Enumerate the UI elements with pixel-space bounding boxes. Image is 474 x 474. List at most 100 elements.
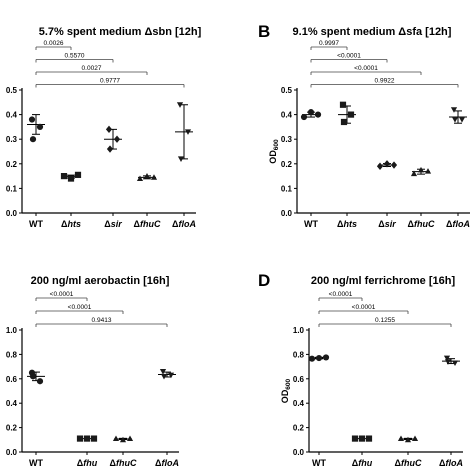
- p-value-label: <0.0001: [50, 291, 74, 298]
- x-category-label: WT: [29, 458, 43, 468]
- comparison-bracket: <0.0001: [35, 291, 88, 301]
- x-category-label: Δfhu: [352, 458, 373, 468]
- data-point: [36, 378, 44, 385]
- comparison-bracket: 0.9413: [35, 317, 168, 327]
- data-point: [383, 160, 391, 168]
- data-point: [397, 435, 405, 442]
- panel-letter: B: [258, 22, 270, 41]
- y-tick-label: 1.0: [6, 326, 18, 335]
- data-point: [36, 123, 44, 130]
- p-value-label: 0.9997: [319, 40, 339, 47]
- comparison-bracket: 0.9997: [310, 40, 348, 50]
- data-point: [105, 125, 113, 134]
- p-value-label: <0.0001: [352, 304, 376, 311]
- y-tick-label: 0.3: [6, 135, 18, 144]
- x-category-label: ΔfhuC: [134, 219, 161, 229]
- p-value-label: <0.0001: [337, 53, 361, 60]
- category-group: [158, 369, 176, 380]
- data-point: [451, 117, 459, 123]
- y-tick-label: 0.8: [293, 350, 305, 359]
- data-point: [417, 166, 425, 173]
- y-tick-label: 0.1: [6, 184, 18, 193]
- data-point: [351, 435, 359, 442]
- data-point: [365, 435, 373, 442]
- data-point: [339, 101, 347, 108]
- x-category-label: ΔfloA: [446, 219, 470, 229]
- data-point: [29, 373, 37, 380]
- category-group: [410, 166, 432, 177]
- category-group: [104, 125, 122, 153]
- x-category-label: ΔfloA: [439, 458, 463, 468]
- p-value-label: 0.0027: [82, 65, 102, 72]
- category-group: [27, 369, 45, 385]
- comparison-bracket: 0.0027: [35, 65, 148, 75]
- p-value-label: 0.9777: [100, 78, 120, 85]
- chart-panel-1: 5.7% spent medium Δsbn [12h] 0.0 0.1 0.2 0.3…: [6, 26, 202, 229]
- data-point: [119, 436, 127, 443]
- data-point: [28, 116, 36, 123]
- data-point: [307, 109, 315, 116]
- data-point: [112, 435, 120, 442]
- data-point: [60, 173, 68, 180]
- category-group: [112, 435, 134, 443]
- chart-title: 200 ng/ml ferrichrome [16h]: [311, 275, 456, 287]
- y-tick-label: 0.4: [6, 399, 18, 408]
- y-tick-label: 0.1: [281, 184, 293, 193]
- category-group: [300, 109, 322, 121]
- data-point: [404, 436, 412, 443]
- x-category-label: ΔfhuC: [110, 458, 137, 468]
- y-tick-label: 0.4: [6, 111, 18, 120]
- data-point: [458, 117, 466, 123]
- data-point: [177, 156, 185, 162]
- category-group: [175, 102, 193, 162]
- comparison-bracket: <0.0001: [310, 53, 388, 63]
- comparison-bracket: 0.5570: [35, 53, 114, 63]
- data-point: [29, 136, 37, 143]
- data-point: [160, 373, 168, 380]
- chart-panel-3: 200 ng/ml aerobactin [16h] 0.0 0.2 0.4 0.6 0.…: [6, 275, 179, 468]
- data-point: [390, 161, 398, 169]
- category-group: [449, 107, 467, 124]
- category-group: [76, 435, 98, 442]
- category-group: [60, 171, 82, 182]
- x-category-label: WT: [304, 219, 318, 229]
- data-point: [90, 435, 98, 442]
- data-point: [443, 355, 451, 362]
- y-axis-label: OD600: [268, 139, 280, 164]
- p-value-label: <0.0001: [354, 65, 378, 72]
- data-point: [83, 435, 91, 442]
- y-tick-label: 1.0: [293, 326, 305, 335]
- data-point: [300, 113, 308, 121]
- category-group: [136, 173, 158, 182]
- data-point: [444, 359, 452, 365]
- y-tick-label: 0.0: [293, 448, 305, 457]
- data-point: [126, 435, 134, 442]
- data-point: [67, 175, 75, 182]
- chart-panel-4: D 200 ng/ml ferrichrome [16h] OD600 0.0 0.2 0…: [258, 271, 463, 468]
- data-point: [347, 111, 355, 118]
- data-point: [113, 135, 121, 143]
- chart-title: 5.7% spent medium Δsbn [12h]: [39, 26, 202, 38]
- comparison-bracket: 0.0026: [35, 40, 72, 50]
- x-category-label: ΔfloA: [155, 458, 179, 468]
- comparison-bracket: <0.0001: [318, 291, 363, 301]
- x-category-label: Δsir: [104, 219, 122, 229]
- data-point: [308, 355, 316, 362]
- data-point: [424, 168, 432, 174]
- y-tick-label: 0.0: [6, 209, 18, 218]
- category-group: [442, 355, 460, 367]
- x-category-label: ΔfhuC: [408, 219, 435, 229]
- y-tick-label: 0.2: [293, 424, 305, 433]
- y-axis-label: OD600: [280, 378, 292, 403]
- data-point: [315, 354, 323, 362]
- data-point: [136, 175, 144, 182]
- comparison-bracket: <0.0001: [318, 304, 409, 314]
- category-group: [351, 435, 373, 442]
- y-tick-label: 0.5: [281, 86, 293, 95]
- y-tick-label: 0.4: [281, 111, 293, 120]
- p-value-label: <0.0001: [329, 291, 353, 298]
- x-category-label: WT: [29, 219, 43, 229]
- panel-letter: D: [258, 271, 270, 290]
- data-point: [358, 435, 366, 442]
- x-category-label: Δhts: [337, 219, 357, 229]
